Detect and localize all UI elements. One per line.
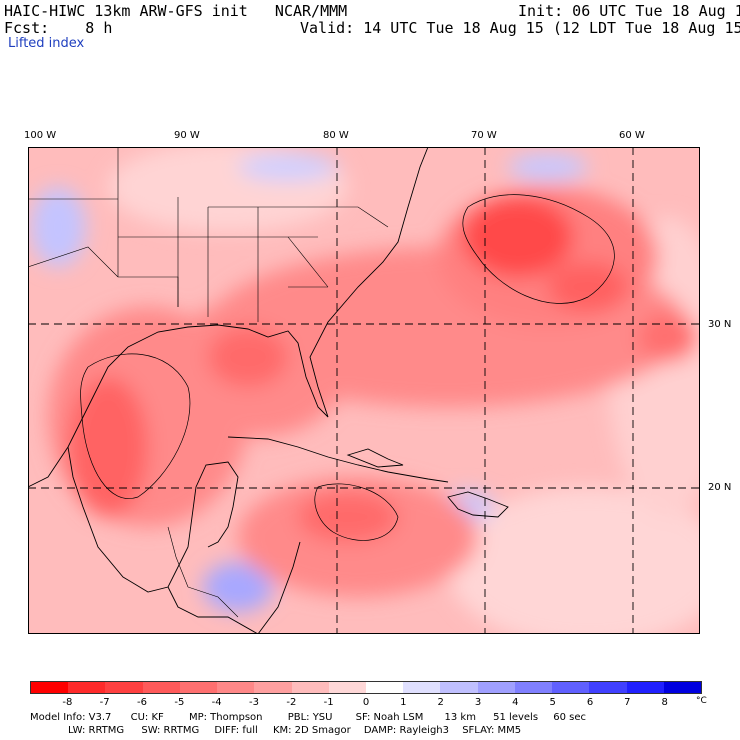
colorbar-swatch (254, 682, 292, 693)
valid-time: Valid: 14 UTC Tue 18 Aug 15 (12 LDT Tue … (300, 19, 740, 37)
info-version: Model Info: V3.7 (30, 712, 112, 723)
colorbar-label: 7 (624, 697, 631, 708)
colorbar-label: 6 (586, 697, 594, 708)
colorbar-label: -8 (62, 697, 73, 708)
lon-label-90w: 90 W (174, 130, 200, 141)
colorbar-label: -4 (211, 697, 222, 708)
colorbar-swatch (217, 682, 255, 693)
colorbar-label: 5 (549, 697, 556, 708)
colorbar-swatch (514, 682, 553, 693)
lat-label-20n: 20 N (708, 482, 732, 493)
colorbar (30, 681, 702, 694)
colorbar-label: -3 (249, 697, 259, 708)
colorbar-swatch (663, 682, 701, 693)
colorbar-unit: °C (696, 696, 707, 706)
colorbar-swatch (626, 682, 664, 693)
contour-lines (80, 194, 615, 541)
colorbar-label: -2 (286, 697, 297, 708)
colorbar-label: 3 (474, 697, 482, 708)
colorbar-swatch (31, 682, 69, 693)
colorbar-swatch (440, 682, 478, 693)
colorbar-label: -6 (137, 697, 147, 708)
map-frame (28, 147, 700, 634)
info-diff: DIFF: full (214, 725, 258, 736)
colorbar-label: -5 (174, 697, 185, 708)
colorbar-label: 1 (400, 697, 407, 708)
fcst-value: 8 h (85, 19, 113, 37)
lon-label-60w: 60 W (619, 130, 645, 141)
info-timestep: 60 sec (553, 712, 587, 723)
forecast-hour: Fcst: 8 h (4, 19, 112, 37)
info-levels: 51 levels (493, 712, 539, 723)
info-lw: LW: RRTMG (68, 725, 125, 736)
colorbar-label: 4 (512, 697, 519, 708)
info-sf: SF: Noah LSM (355, 712, 424, 723)
info-mp: MP: Thompson (188, 712, 263, 723)
colorbar-label: 8 (661, 697, 668, 708)
info-damp: DAMP: Rayleigh3 (363, 725, 450, 736)
colorbar-label: 0 (362, 697, 370, 708)
lon-label-80w: 80 W (323, 130, 349, 141)
lon-label-100w: 100 W (24, 130, 57, 141)
colorbar-swatch (142, 682, 180, 693)
lat-label-30n: 30 N (708, 319, 732, 330)
fcst-label: Fcst: (4, 19, 50, 37)
colorbar-label: 2 (437, 697, 444, 708)
coastlines (28, 147, 509, 634)
info-km: KM: 2D Smagor (272, 725, 351, 736)
colorbar-swatch (328, 682, 366, 693)
political-borders (28, 147, 389, 618)
colorbar-swatch (291, 682, 329, 693)
info-resolution: 13 km (444, 712, 476, 723)
init-time: Init: 06 UTC Tue 18 Aug 15 (518, 2, 740, 20)
latlon-grid (28, 147, 700, 634)
info-cu: CU: KF (130, 712, 164, 723)
lon-label-70w: 70 W (471, 130, 497, 141)
colorbar-swatch (365, 682, 404, 693)
info-sflay: SFLAY: MM5 (462, 725, 522, 736)
info-pbl: PBL: YSU (287, 712, 333, 723)
colorbar-label: -7 (99, 697, 110, 708)
model-info-line2: LW: RRTMG SW: RRTMG DIFF: full KM: 2D Sm… (68, 725, 521, 736)
colorbar-swatch (68, 682, 106, 693)
colorbar-label: -1 (323, 697, 334, 708)
colorbar-swatch (179, 682, 218, 693)
colorbar-swatch (105, 682, 143, 693)
lifted-index-map (28, 147, 700, 634)
colorbar-swatch (477, 682, 515, 693)
colorbar-swatch (589, 682, 627, 693)
model-info-line1: Model Info: V3.7 CU: KF MP: Thompson PBL… (30, 712, 586, 723)
colorbar-swatch (403, 682, 441, 693)
model-title: HAIC-HIWC 13km ARW-GFS init NCAR/MMM (4, 2, 348, 20)
info-sw: SW: RRTMG (141, 725, 200, 736)
colorbar-swatch (552, 682, 590, 693)
field-name: Lifted index (8, 36, 85, 51)
